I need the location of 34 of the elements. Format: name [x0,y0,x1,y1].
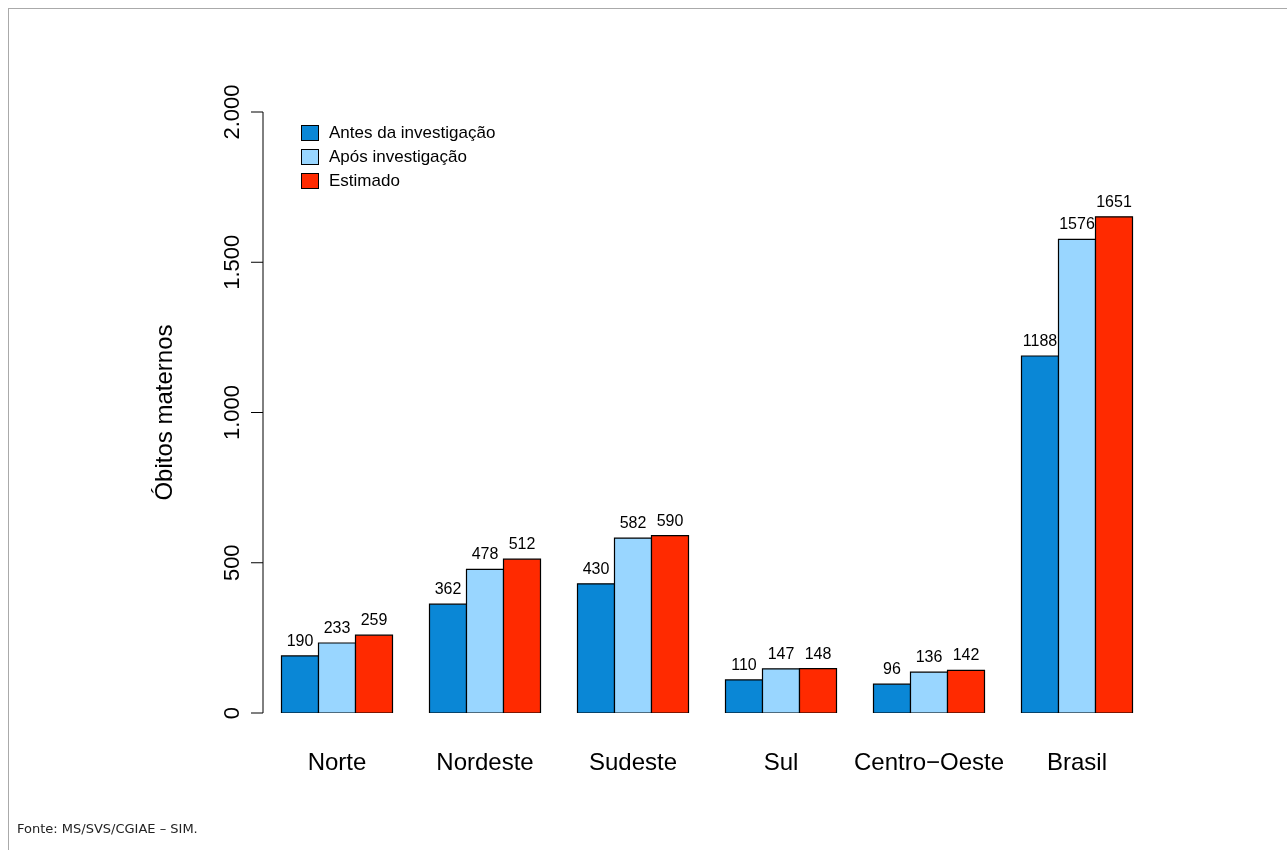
x-tick-label: Norte [307,748,367,776]
data-label: 362 [434,580,462,598]
y-tick-label: 1.000 [219,384,244,441]
data-label: 1188 [1022,332,1058,350]
data-label: 142 [952,646,980,664]
legend-label: Antes da investigação [329,122,496,144]
data-label: 478 [471,545,499,563]
data-label: 136 [915,648,943,666]
data-label: 147 [767,644,795,662]
data-label: 233 [323,618,351,636]
y-axis-title: Óbitos maternos [149,324,177,501]
data-label: 1651 [1096,192,1132,210]
data-label: 259 [360,611,388,629]
y-tick-label: 500 [219,544,244,582]
y-tick-label: 1.500 [219,234,244,290]
data-label: 582 [619,514,647,532]
data-label: 512 [508,535,536,553]
data-label: 110 [731,655,757,673]
data-label: 590 [656,511,684,529]
data-label: 148 [804,644,832,662]
y-tick-label: 0 [219,706,244,720]
x-tick-label: Sul [763,748,799,776]
data-label: 430 [582,559,610,577]
data-label: 1576 [1059,215,1095,233]
x-tick-label: Centro−Oeste [853,748,1005,776]
legend-label: Após investigação [329,146,467,168]
x-tick-label: Nordeste [436,748,534,776]
data-label: 96 [883,660,901,678]
x-tick-label: Brasil [1046,748,1108,776]
x-tick-label: Sudeste [588,748,678,776]
data-label: 190 [286,631,314,649]
source-note: Fonte: MS/SVS/CGIAE – SIM. [17,821,198,836]
y-tick-label: 2.000 [219,84,244,140]
legend-label: Estimado [329,170,400,192]
